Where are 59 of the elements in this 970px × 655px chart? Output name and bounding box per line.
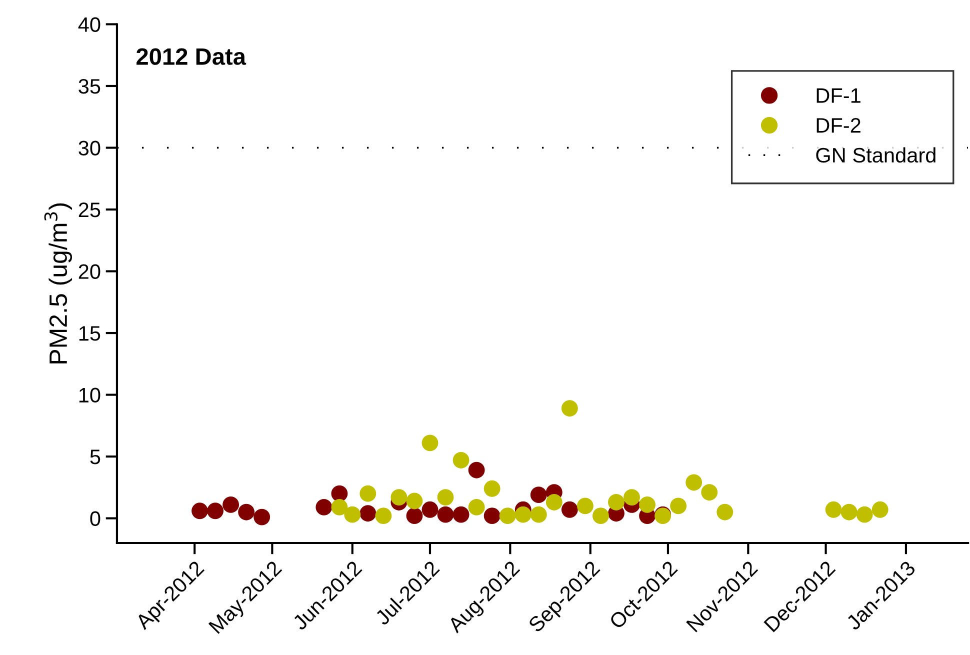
point bbox=[331, 498, 348, 516]
point bbox=[437, 506, 454, 523]
point bbox=[670, 498, 687, 514]
y-tick-label: 25 bbox=[78, 202, 100, 218]
legend-label: DF-1 bbox=[816, 88, 860, 103]
point bbox=[499, 508, 516, 524]
point bbox=[546, 494, 562, 510]
point bbox=[316, 498, 332, 516]
point bbox=[872, 501, 888, 518]
point bbox=[576, 498, 594, 514]
point bbox=[701, 484, 718, 501]
point bbox=[530, 486, 547, 504]
point bbox=[360, 485, 376, 502]
point bbox=[484, 508, 500, 524]
y-tick-label: 15 bbox=[79, 326, 100, 341]
y-axis-title: PM2.5 (ug/m$^{3}$) bbox=[44, 203, 72, 364]
point bbox=[254, 508, 270, 526]
point bbox=[390, 489, 408, 506]
point bbox=[437, 489, 454, 506]
y-tick-label: 5 bbox=[90, 450, 100, 464]
point bbox=[856, 506, 873, 523]
point bbox=[452, 452, 470, 468]
y-tick-label: 30 bbox=[78, 140, 100, 156]
point bbox=[238, 504, 255, 520]
point bbox=[375, 508, 392, 524]
point bbox=[716, 504, 734, 520]
annotation: 2012 Data bbox=[136, 48, 246, 65]
point bbox=[406, 508, 423, 524]
point bbox=[639, 496, 656, 513]
point bbox=[344, 506, 361, 523]
y-tick-label: 0 bbox=[90, 511, 100, 526]
point bbox=[825, 501, 842, 518]
point bbox=[468, 462, 485, 478]
point bbox=[624, 489, 640, 506]
point bbox=[530, 506, 547, 523]
point bbox=[207, 502, 224, 520]
point bbox=[406, 492, 423, 510]
point bbox=[608, 494, 624, 510]
point bbox=[561, 400, 578, 417]
ref-line-label: GN Standard bbox=[816, 147, 936, 163]
point bbox=[561, 501, 578, 518]
point bbox=[422, 434, 438, 452]
point bbox=[192, 502, 208, 520]
point bbox=[686, 474, 702, 491]
legend-label: DF-2 bbox=[816, 118, 860, 133]
point bbox=[484, 480, 500, 497]
point bbox=[222, 496, 240, 513]
point bbox=[360, 505, 376, 522]
point bbox=[592, 508, 609, 524]
y-tick-label: 10 bbox=[79, 388, 100, 403]
y-tick-label: 40 bbox=[78, 17, 100, 32]
point bbox=[452, 506, 470, 523]
y-tick-label: 35 bbox=[78, 78, 100, 94]
point bbox=[331, 485, 348, 502]
y-tick-label: 20 bbox=[78, 264, 100, 280]
point bbox=[422, 501, 438, 518]
point bbox=[840, 504, 858, 520]
point bbox=[514, 506, 532, 523]
point bbox=[468, 498, 485, 516]
